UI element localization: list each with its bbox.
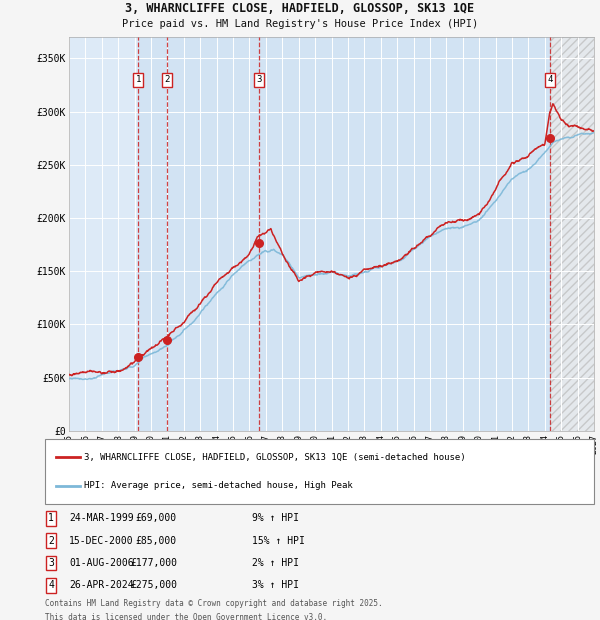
Bar <box>139 37 550 431</box>
Text: £85,000: £85,000 <box>136 536 177 546</box>
Text: 3: 3 <box>256 75 262 84</box>
Text: Contains HM Land Registry data © Crown copyright and database right 2025.: Contains HM Land Registry data © Crown c… <box>45 599 383 608</box>
Text: 2: 2 <box>48 536 54 546</box>
Bar <box>550 37 594 431</box>
Text: Price paid vs. HM Land Registry's House Price Index (HPI): Price paid vs. HM Land Registry's House … <box>122 19 478 29</box>
Text: 3, WHARNCLIFFE CLOSE, HADFIELD, GLOSSOP, SK13 1QE (semi-detached house): 3, WHARNCLIFFE CLOSE, HADFIELD, GLOSSOP,… <box>84 453 466 462</box>
Text: HPI: Average price, semi-detached house, High Peak: HPI: Average price, semi-detached house,… <box>84 481 353 490</box>
Text: 26-APR-2024: 26-APR-2024 <box>69 580 134 590</box>
Text: 2: 2 <box>164 75 169 84</box>
Text: This data is licensed under the Open Government Licence v3.0.: This data is licensed under the Open Gov… <box>45 613 327 620</box>
Text: 3: 3 <box>48 558 54 568</box>
Text: 3% ↑ HPI: 3% ↑ HPI <box>252 580 299 590</box>
Text: 15-DEC-2000: 15-DEC-2000 <box>69 536 134 546</box>
Text: 4: 4 <box>547 75 553 84</box>
Text: £177,000: £177,000 <box>130 558 177 568</box>
Text: 15% ↑ HPI: 15% ↑ HPI <box>252 536 305 546</box>
Text: 2% ↑ HPI: 2% ↑ HPI <box>252 558 299 568</box>
Text: 4: 4 <box>48 580 54 590</box>
Text: 1: 1 <box>48 513 54 523</box>
Text: 1: 1 <box>136 75 141 84</box>
Text: £275,000: £275,000 <box>130 580 177 590</box>
Text: £69,000: £69,000 <box>136 513 177 523</box>
Text: 01-AUG-2006: 01-AUG-2006 <box>69 558 134 568</box>
Bar <box>69 37 139 431</box>
Text: 3, WHARNCLIFFE CLOSE, HADFIELD, GLOSSOP, SK13 1QE: 3, WHARNCLIFFE CLOSE, HADFIELD, GLOSSOP,… <box>125 2 475 15</box>
Text: 24-MAR-1999: 24-MAR-1999 <box>69 513 134 523</box>
Text: 9% ↑ HPI: 9% ↑ HPI <box>252 513 299 523</box>
